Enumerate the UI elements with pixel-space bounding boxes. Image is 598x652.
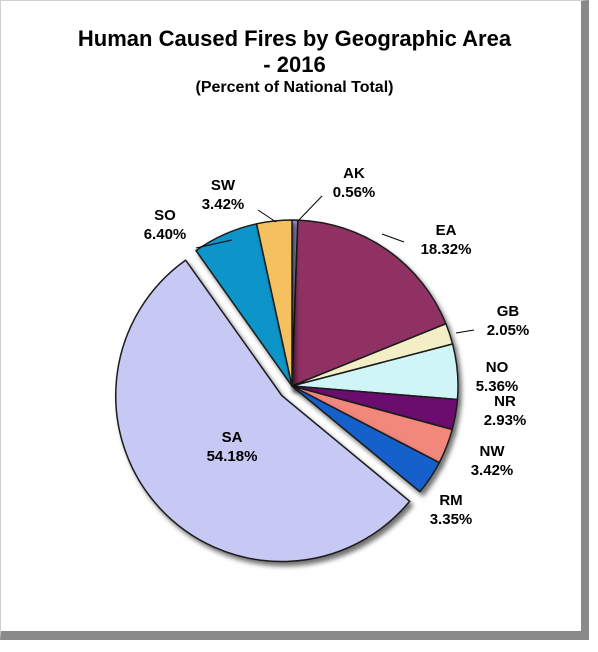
slice-label-rm: RM 3.35% (430, 492, 473, 528)
slice-value-sa: 54.18% (207, 448, 258, 465)
slice-value-no: 5.36% (476, 378, 519, 395)
slice-label-ea: EA 18.32% (421, 222, 472, 258)
slice-value-ea: 18.32% (421, 241, 472, 258)
slice-category-sw: SW (211, 177, 236, 194)
slice-label-sw: SW 3.42% (202, 177, 245, 213)
slice-label-nr: NR 2.93% (484, 393, 527, 429)
slice-value-so: 6.40% (144, 226, 187, 243)
slice-category-gb: GB (497, 303, 520, 320)
pie-slice-sa (115, 259, 411, 563)
slice-label-gb: GB 2.05% (487, 303, 530, 339)
slice-category-sa: SA (222, 429, 243, 446)
chart-title-line1: Human Caused Fires by Geographic Area (77, 26, 512, 51)
pie-slices (115, 219, 459, 563)
slice-category-rm: RM (439, 492, 462, 509)
slice-label-so: SO 6.40% (144, 207, 187, 243)
leader-line-gb (455, 329, 475, 334)
pie-slice-rm (291, 385, 440, 493)
slice-label-ak: AK 0.56% (333, 165, 376, 201)
slice-category-nw: NW (480, 443, 506, 460)
slice-value-gb: 2.05% (487, 322, 530, 339)
chart-subtitle: (Percent of National Total) (195, 79, 394, 96)
leader-line-ea (381, 233, 405, 243)
leader-line-ak (296, 195, 323, 223)
slice-value-nr: 2.93% (484, 412, 527, 429)
chart-title-line2: - 2016 (263, 52, 326, 77)
slice-value-sw: 3.42% (202, 196, 245, 213)
slice-label-sa: SA 54.18% (207, 429, 258, 465)
slice-label-no: NO 5.36% (476, 359, 519, 395)
slice-value-rm: 3.35% (430, 511, 473, 528)
pie-slice-ea (291, 219, 447, 387)
leader-line-so (195, 239, 233, 249)
slice-category-ak: AK (343, 165, 365, 182)
slice-value-nw: 3.42% (471, 462, 514, 479)
chart-title-block: Human Caused Fires by Geographic Area - … (0, 26, 589, 98)
slice-category-nr: NR (494, 393, 516, 410)
leader-line-sw (257, 209, 277, 223)
slice-label-nw: NW 3.42% (471, 443, 514, 479)
slice-category-ea: EA (436, 222, 457, 239)
slice-category-no: NO (486, 359, 509, 376)
slice-category-so: SO (154, 207, 176, 224)
slice-value-ak: 0.56% (333, 184, 376, 201)
